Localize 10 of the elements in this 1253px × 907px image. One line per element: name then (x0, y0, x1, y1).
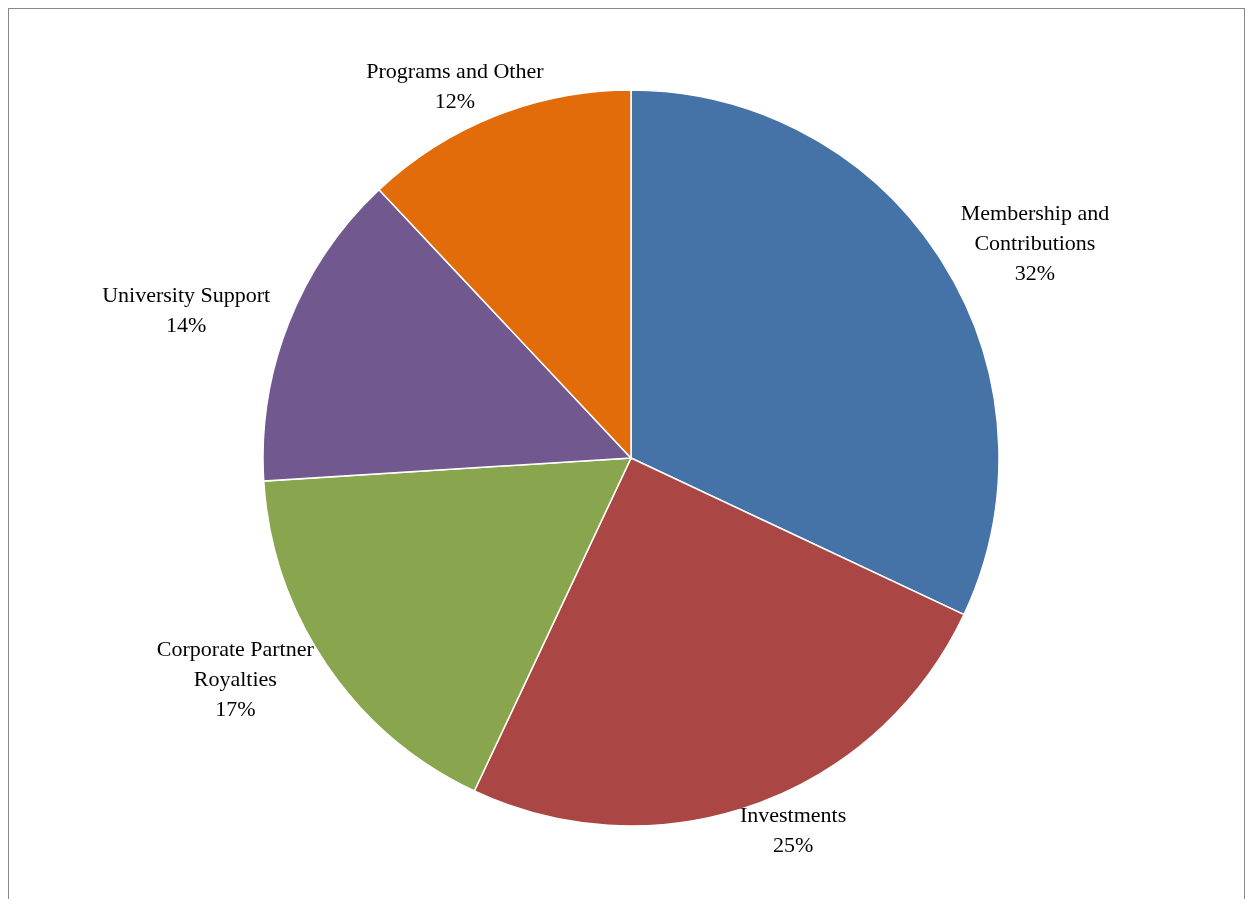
slice-label: University Support (102, 281, 271, 307)
data-label: 17% (215, 696, 256, 722)
slice-label: Investments (739, 801, 847, 827)
data-label: 25% (772, 831, 814, 857)
slice-label: Membership and Contributions (960, 200, 1110, 256)
data-label: 32% (1014, 260, 1056, 286)
data-label: 14% (166, 311, 207, 337)
data-label: 12% (434, 88, 476, 114)
slice-label: Programs and Other (366, 58, 545, 84)
slice-label: Corporate Partner Royalties (156, 636, 315, 692)
